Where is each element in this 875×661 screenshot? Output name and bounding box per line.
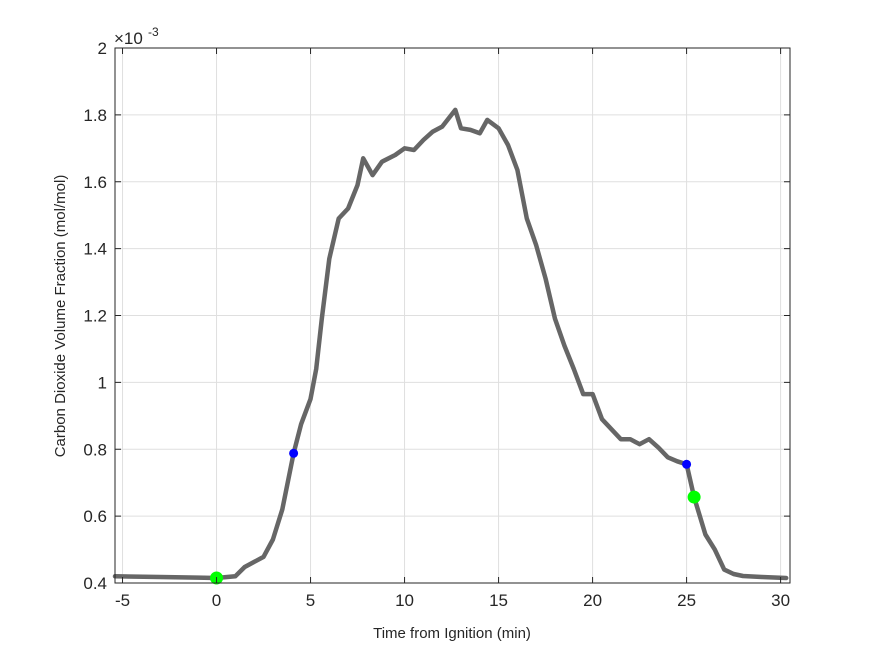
y-exponent-base: ×10 <box>114 29 143 48</box>
y-tick-label: 1.6 <box>83 173 107 192</box>
y-exponent: -3 <box>148 25 159 39</box>
x-tick-label: 30 <box>771 591 790 610</box>
y-tick-label: 0.4 <box>83 574 107 593</box>
x-tick-label: 0 <box>212 591 221 610</box>
y-tick-label: 0.6 <box>83 507 107 526</box>
y-tick-label: 0.8 <box>83 440 107 459</box>
y-tick-label: 1.4 <box>83 240 107 259</box>
y-tick-label: 1.8 <box>83 106 107 125</box>
x-tick-label: 15 <box>489 591 508 610</box>
x-tick-label: 10 <box>395 591 414 610</box>
x-tick-label: 25 <box>677 591 696 610</box>
y-tick-label: 1 <box>98 373 107 392</box>
data-point-marker <box>687 490 701 504</box>
y-tick-label: 1.2 <box>83 307 107 326</box>
data-point-marker <box>682 459 692 469</box>
axes: -5 0 5 10 15 20 25 30 0.4 0.6 0.8 1 1.2 1.4 1.6 1.8 2 <box>83 39 791 610</box>
x-tick-label: 5 <box>306 591 315 610</box>
series-line <box>112 107 789 581</box>
y-tick-label: 2 <box>98 39 107 58</box>
x-tick-label: 20 <box>583 591 602 610</box>
x-tick-label: -5 <box>115 591 130 610</box>
data-point-marker <box>289 448 299 458</box>
axes-box <box>114 47 791 584</box>
y-axis-label: Carbon Dioxide Volume Fraction (mol/mol) <box>52 175 69 458</box>
x-axis-label: Time from Ignition (min) <box>373 625 531 642</box>
